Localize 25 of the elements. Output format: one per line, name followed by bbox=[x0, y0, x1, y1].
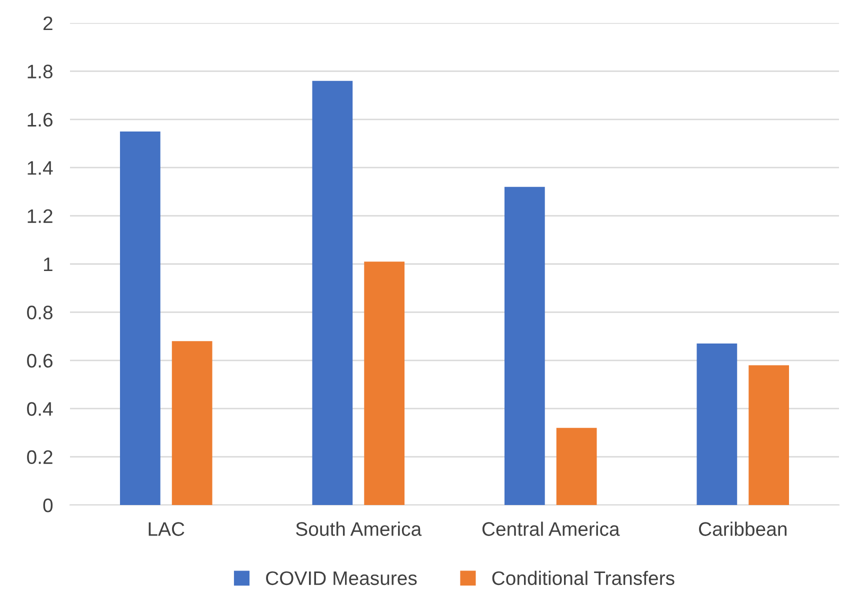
bar bbox=[748, 365, 790, 505]
y-tick-label: 0 bbox=[43, 498, 53, 512]
bar bbox=[312, 80, 353, 505]
bar bbox=[364, 262, 405, 505]
x-tick-label: Central America bbox=[482, 522, 620, 536]
bar bbox=[172, 341, 212, 505]
x-tick-label: Caribbean bbox=[699, 522, 786, 536]
y-tick-label: 1.8 bbox=[28, 64, 52, 78]
y-tick-label: 1.2 bbox=[28, 209, 52, 223]
x-tick-label: LAC bbox=[148, 522, 184, 536]
y-tick-label: 0.2 bbox=[27, 450, 52, 464]
legend-label: Conditional Transfers bbox=[492, 570, 674, 586]
bar bbox=[556, 428, 597, 505]
y-tick-label: 1 bbox=[44, 258, 52, 272]
y-tick-label: 0.8 bbox=[27, 306, 52, 320]
y-tick-label: 1.4 bbox=[28, 161, 53, 175]
y-tick-label: 0.4 bbox=[27, 402, 53, 416]
bar bbox=[696, 344, 738, 505]
x-tick-label: South America bbox=[296, 522, 422, 536]
bar bbox=[504, 186, 545, 505]
legend-label: COVID Measures bbox=[266, 571, 417, 586]
bar bbox=[120, 131, 160, 505]
y-tick-label: 0.6 bbox=[27, 354, 52, 368]
y-tick-label: 2 bbox=[44, 16, 52, 30]
y-tick-label: 1.6 bbox=[28, 112, 52, 127]
